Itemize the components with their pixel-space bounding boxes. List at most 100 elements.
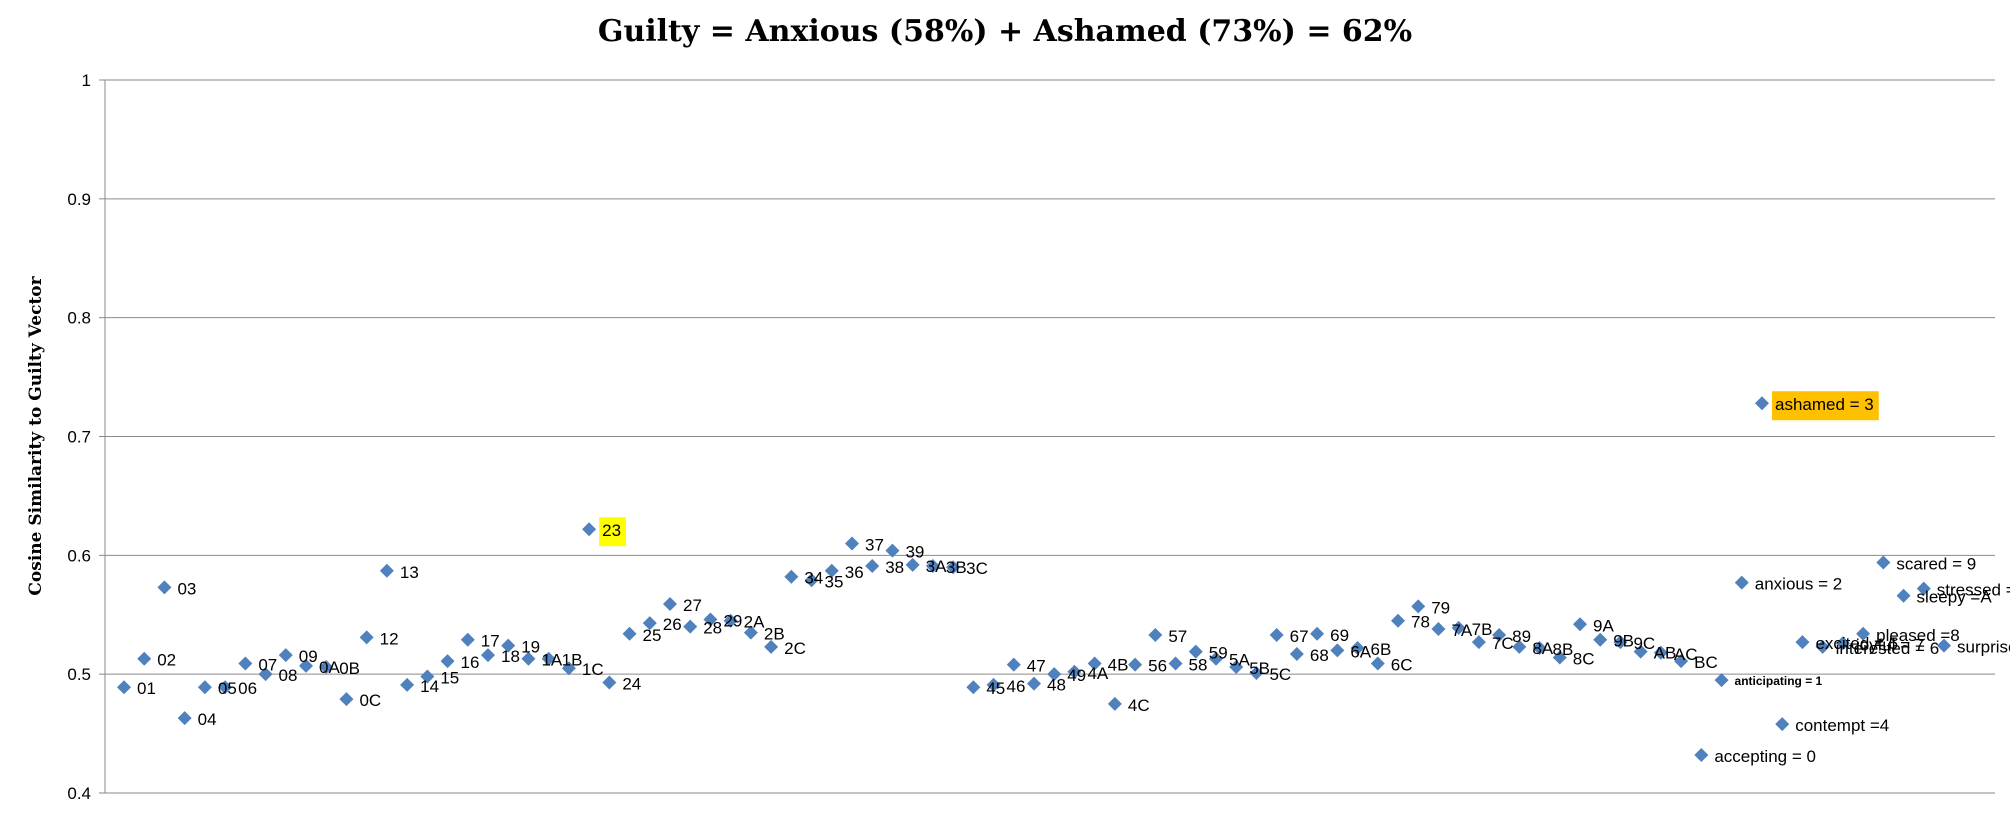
data-point [1896,588,1911,603]
data-label: 02 [157,651,176,670]
data-label: 49 [1067,666,1086,685]
data-point [1552,650,1567,665]
data-point [845,536,859,551]
data-label: 15 [440,669,459,688]
data-label: joyful = 7 [1855,635,1925,654]
data-points [117,396,1951,762]
data-point [1128,657,1143,672]
data-point [683,619,698,634]
data-point [1330,643,1345,658]
highlight-label: 23 [599,517,627,547]
data-point [1310,626,1325,641]
data-label: 06 [238,679,257,698]
data-label: 13 [400,563,419,582]
data-label: sleepy =A [1917,588,1993,607]
data-label: 58 [1189,655,1208,674]
data-point [339,692,354,707]
data-point [1027,676,1041,691]
data-label: 05 [218,679,237,698]
data-label: 46 [1007,677,1026,696]
data-point [582,522,597,537]
data-label: 12 [380,629,399,648]
data-label: 3C [966,559,988,578]
data-point [1471,635,1486,650]
data-point [764,639,779,654]
data-label: 28 [703,619,722,638]
data-label: 2B [764,625,785,644]
data-point [1087,656,1102,671]
data-point [1492,627,1507,642]
data-point [1269,627,1284,642]
data-point [1451,620,1466,635]
data-label: 18 [501,647,520,666]
data-label: 17 [481,632,500,651]
data-label: excited = 5 [1815,634,1898,653]
data-point [743,625,758,640]
data-label: contempt =4 [1795,716,1889,735]
data-point [865,559,880,574]
data-point [663,597,677,612]
data-point [359,630,374,645]
y-tick-label: 0.8 [67,309,91,328]
data-label: 56 [1148,657,1167,676]
data-label: 0B [339,659,360,678]
data-label: 5B [1249,659,1270,678]
data-point [1047,667,1062,682]
data-label: 4B [1108,655,1129,674]
data-label: 7B [1472,620,1493,639]
data-point [1835,636,1850,651]
data-label: 48 [1047,676,1066,695]
data-label: 67 [1290,627,1309,646]
data-point [1512,639,1527,654]
data-point [986,677,1001,692]
data-point [1613,635,1628,650]
label-highlight-box [1772,391,1879,421]
data-label: 3A [926,557,947,576]
data-point [299,658,313,673]
data-point [197,680,212,695]
axes [99,79,106,794]
data-label: 6C [1391,655,1413,674]
data-label: 9B [1613,632,1634,651]
data-point [925,559,940,574]
data-label: 27 [683,596,702,615]
data-label: 0C [359,691,381,710]
data-label: BC [1694,653,1718,672]
data-point [319,660,334,675]
data-point [1350,641,1365,656]
data-point [804,573,819,588]
data-label: 5C [1269,665,1291,684]
data-point [561,661,576,676]
data-label: 2C [784,639,806,658]
data-label: 16 [461,653,480,672]
data-point [1593,632,1608,647]
data-label: 2A [744,613,765,632]
data-point [278,648,293,663]
data-label: AC [1674,645,1698,664]
data-point [946,560,961,575]
data-point [1209,651,1223,666]
y-tick-label: 0.5 [67,665,91,684]
data-label: 1A [541,651,562,670]
data-label: anticipating = 1 [1735,674,1823,688]
data-point [1006,657,1021,672]
data-point [379,563,394,578]
data-label: 3B [946,558,967,577]
data-label: 7C [1492,634,1514,653]
data-label: 35 [825,572,844,591]
data-point [642,616,657,631]
data-label: 4C [1128,696,1150,715]
data-point [602,675,617,690]
data-point [622,626,637,641]
data-label: 89 [1512,627,1531,646]
data-point [1107,696,1122,711]
data-label: 9A [1593,616,1614,635]
data-label: 0A [319,658,340,677]
data-label: 34 [804,569,823,588]
data-label: scared = 9 [1896,554,1976,573]
y-tick-label: 0.4 [67,784,91,803]
data-point [1734,575,1749,590]
data-label: 68 [1310,646,1329,665]
